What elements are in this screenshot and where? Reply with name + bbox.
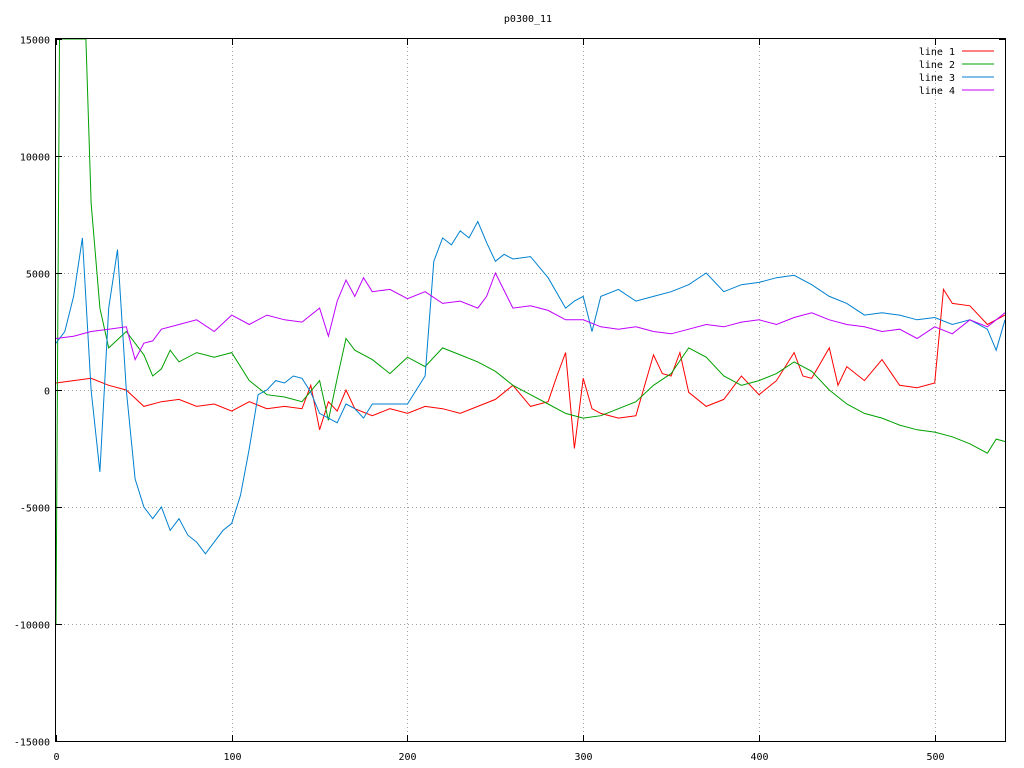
series-group (55, 38, 1006, 625)
y-tick-label: -5000 (20, 504, 50, 515)
y-tick-label: 10000 (20, 153, 50, 164)
plot-frame (55, 38, 1006, 742)
x-axis: 0 100 200 300 400 500 (53, 39, 945, 763)
y-tick-label: 15000 (20, 36, 50, 47)
series-line-2 (55, 38, 1006, 625)
x-tick-label: 500 (926, 752, 944, 763)
legend-label: line 3 (919, 73, 955, 84)
legend-label: line 2 (919, 60, 955, 71)
series-line-4 (55, 271, 1006, 361)
legend-label: line 1 (919, 47, 955, 58)
x-tick-label: 200 (398, 752, 416, 763)
x-tick-label: 300 (574, 752, 592, 763)
x-tick-label: 400 (750, 752, 768, 763)
y-tick-label: -10000 (14, 621, 50, 632)
y-tick-label: -15000 (14, 738, 50, 749)
grid (56, 39, 1005, 741)
legend-label: line 4 (919, 86, 955, 97)
y-tick-label: 5000 (26, 270, 50, 281)
legend: line 1 line 2 line 3 line 4 (919, 47, 994, 97)
series-line-3 (55, 220, 1006, 555)
y-tick-label: 0 (44, 387, 50, 398)
x-tick-label: 100 (223, 752, 241, 763)
series-line-1 (55, 287, 1006, 449)
x-tick-label: 0 (53, 752, 59, 763)
chart-title: p0300_11 (504, 14, 552, 25)
y-axis: -15000 -10000 -5000 0 5000 10000 15000 (14, 36, 1005, 749)
